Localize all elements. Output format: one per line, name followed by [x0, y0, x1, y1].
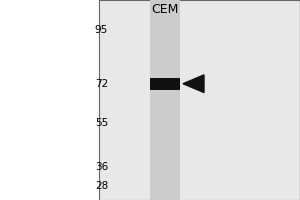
- Text: 55: 55: [95, 118, 108, 128]
- Text: 72: 72: [95, 79, 108, 89]
- Bar: [150, 0, 180, 200]
- Bar: [99, 0, 300, 200]
- Text: 28: 28: [95, 181, 108, 191]
- Text: 36: 36: [95, 162, 108, 172]
- Text: CEM: CEM: [151, 3, 179, 16]
- Text: 95: 95: [95, 25, 108, 35]
- Bar: [150, 78, 180, 90]
- Polygon shape: [183, 75, 204, 93]
